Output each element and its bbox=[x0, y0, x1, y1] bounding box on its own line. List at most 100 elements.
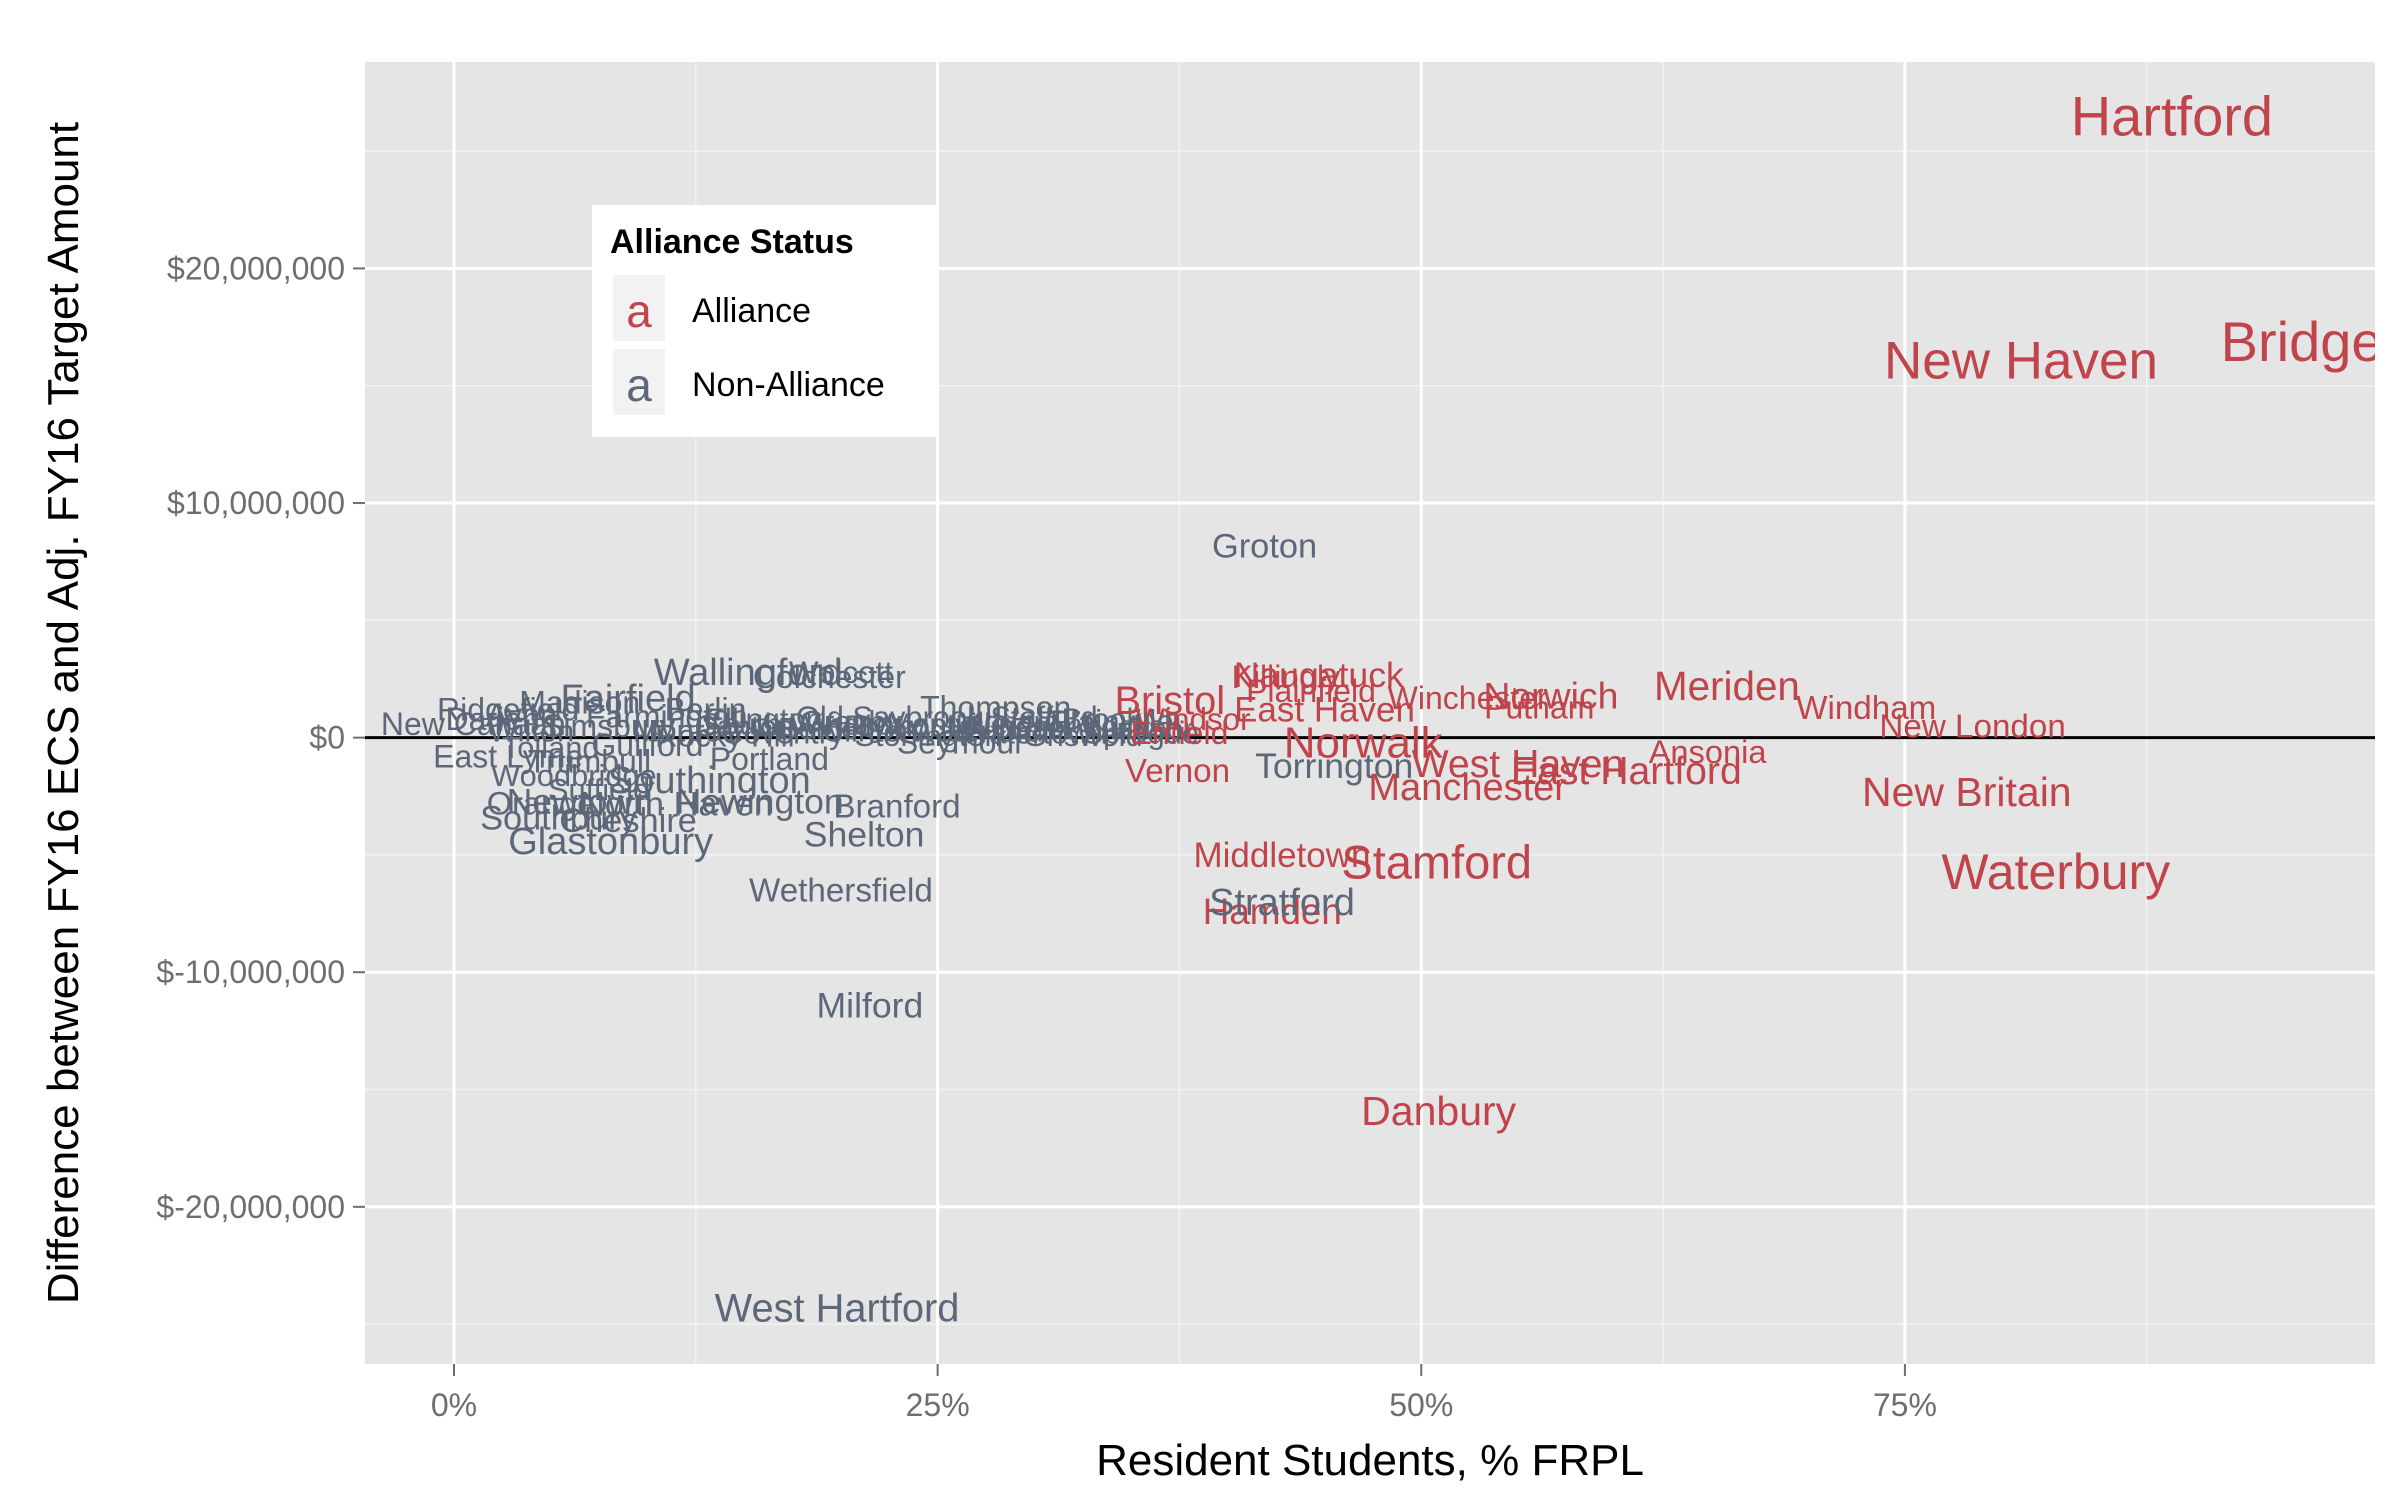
data-point-label: East Lyme bbox=[433, 739, 583, 775]
data-point-label: Windsor Locks bbox=[962, 709, 1164, 744]
legend-key-glyph-alliance: a bbox=[626, 285, 652, 337]
data-point-label: East Windsor bbox=[1010, 711, 1193, 746]
data-point-label: Southbury bbox=[480, 799, 638, 837]
data-point-label: Portland bbox=[710, 741, 829, 777]
data-point-label: Branford bbox=[833, 788, 960, 825]
data-point-label: Stonington bbox=[854, 718, 1001, 753]
data-point-label: Canton bbox=[695, 709, 794, 744]
data-point-label: Simsbury bbox=[542, 708, 675, 744]
data-point-label: Windsor bbox=[1135, 702, 1250, 737]
data-point-label: Avon bbox=[486, 697, 557, 732]
legend-key-non-alliance bbox=[613, 349, 665, 415]
legend-key-glyph-non-alliance: a bbox=[626, 359, 652, 411]
data-point-label: Griswold bbox=[1023, 718, 1143, 753]
y-tick-label: $-10,000,000 bbox=[156, 954, 345, 990]
data-point-label: Thompson bbox=[920, 689, 1071, 725]
data-point-label: New Britain bbox=[1862, 769, 2072, 815]
data-point-label: Suffield bbox=[548, 772, 650, 807]
data-point-label: Ansonia bbox=[1649, 733, 1768, 770]
data-point-label: Fairfield bbox=[561, 678, 696, 720]
data-point-label: Cheshire bbox=[559, 802, 697, 840]
data-point-label: Woodbridge bbox=[491, 758, 657, 793]
data-point-label: Wolcott bbox=[789, 655, 893, 690]
data-point-label: Plainville bbox=[1050, 704, 1174, 739]
data-point-label: Vernon bbox=[1125, 753, 1230, 790]
data-point-label: Newtown bbox=[507, 781, 653, 821]
data-point-label: Sprague bbox=[1083, 716, 1199, 751]
data-point-label: South Windsor bbox=[701, 706, 903, 741]
y-axis-title: Difference between FY16 ECS and Adj. FY1… bbox=[39, 122, 88, 1304]
data-point-label: North Haven bbox=[580, 785, 773, 823]
data-point-label: Brooklyn bbox=[1061, 702, 1181, 737]
x-tick-label: 25% bbox=[906, 1387, 970, 1423]
legend-label-alliance: Alliance bbox=[692, 292, 811, 330]
legend-label-non-alliance: Non-Alliance bbox=[692, 366, 885, 404]
data-point-label: West Haven bbox=[1412, 743, 1625, 786]
data-point-label: Trumbull bbox=[528, 743, 651, 779]
y-tick-label: $-20,000,000 bbox=[156, 1189, 345, 1225]
legend-key-alliance bbox=[613, 275, 665, 341]
data-point-label: New London bbox=[1879, 709, 2065, 746]
data-point-label: West Hartford bbox=[715, 1287, 960, 1331]
data-point-label: Middletown bbox=[1193, 836, 1370, 875]
data-point-label: Naugatuck bbox=[1234, 655, 1404, 695]
grid-minor bbox=[365, 62, 2375, 1364]
data-point-label: Plainfield bbox=[1246, 673, 1376, 709]
grid-major bbox=[365, 62, 2375, 1364]
data-point-label: Southington bbox=[608, 760, 811, 802]
x-tick-label: 0% bbox=[431, 1387, 477, 1423]
y-tick-label: $10,000,000 bbox=[167, 485, 345, 521]
data-point-label: Hamden bbox=[1203, 891, 1342, 932]
data-point-label: Berlin bbox=[665, 692, 747, 728]
data-point-label: Putnam bbox=[1484, 689, 1594, 725]
data-point-label: Madison bbox=[519, 685, 640, 721]
data-point-label: New Haven bbox=[1884, 331, 2158, 390]
x-tick-label: 50% bbox=[1389, 1387, 1453, 1423]
data-point-label: Clinton bbox=[822, 713, 918, 748]
data-point-label: Stafford bbox=[990, 699, 1097, 734]
data-point-label: Windham bbox=[1796, 690, 1936, 727]
data-point-label: Rocky Hill bbox=[655, 718, 795, 753]
y-tick-label: $20,000,000 bbox=[167, 250, 345, 286]
data-point-label: Stamford bbox=[1341, 835, 1532, 888]
data-point-label: Monroe bbox=[633, 714, 739, 749]
x-axis: 0% 25% 50% 75% bbox=[431, 1364, 1937, 1423]
data-point-label: Waterbury bbox=[1941, 844, 2170, 900]
data-point-label: Killingly bbox=[1232, 659, 1340, 695]
data-point-label: Guilford bbox=[591, 727, 703, 763]
data-point-label: East Hartford bbox=[1511, 750, 1742, 793]
data-point-label: Orange bbox=[487, 785, 596, 822]
data-point-label: Seymour bbox=[897, 725, 1025, 761]
data-point-label: Ellington bbox=[704, 702, 822, 737]
data-point-label: Manchester bbox=[1368, 767, 1567, 809]
data-point-label: Newington bbox=[676, 781, 844, 821]
data-point-label: Enfield bbox=[1131, 715, 1229, 751]
data-point-label: Winchester bbox=[1388, 680, 1548, 716]
data-point-label: Norwich bbox=[1483, 674, 1618, 716]
data-point-label: Darien bbox=[446, 701, 540, 737]
y-tick-label: $0 bbox=[309, 720, 345, 756]
data-point-label: Farmington bbox=[586, 699, 748, 735]
data-point-label: Granby bbox=[800, 704, 902, 739]
data-point-label: Watertown bbox=[961, 716, 1107, 751]
data-point-label: Coventry bbox=[721, 716, 845, 751]
data-point-label: Bethel bbox=[778, 711, 865, 746]
data-point-label: East Haven bbox=[1234, 691, 1415, 730]
data-point-label: Waterford bbox=[909, 713, 1043, 748]
data-point-label: Torrington bbox=[1255, 746, 1413, 786]
data-point-label: Wethersfield bbox=[749, 873, 933, 910]
x-tick-label: 75% bbox=[1873, 1387, 1937, 1423]
data-point-label: Norwalk bbox=[1284, 719, 1444, 768]
legend: Alliance Status a Alliance a Non-Allianc… bbox=[592, 205, 937, 437]
legend-title: Alliance Status bbox=[610, 223, 854, 261]
data-point-label: Hartford bbox=[2071, 85, 2273, 148]
data-point-label: Milford bbox=[817, 986, 924, 1026]
x-axis-title: Resident Students, % FRPL bbox=[1096, 1436, 1644, 1485]
data-point-label: New Canaan bbox=[381, 706, 566, 742]
y-axis: $-20,000,000 $-10,000,000 $0 $10,000,000 $20… bbox=[156, 250, 365, 1225]
data-point-label: Ridgefield bbox=[437, 692, 579, 728]
data-point-label: Danbury bbox=[1361, 1088, 1516, 1134]
data-point-label: Montville bbox=[887, 706, 1009, 741]
